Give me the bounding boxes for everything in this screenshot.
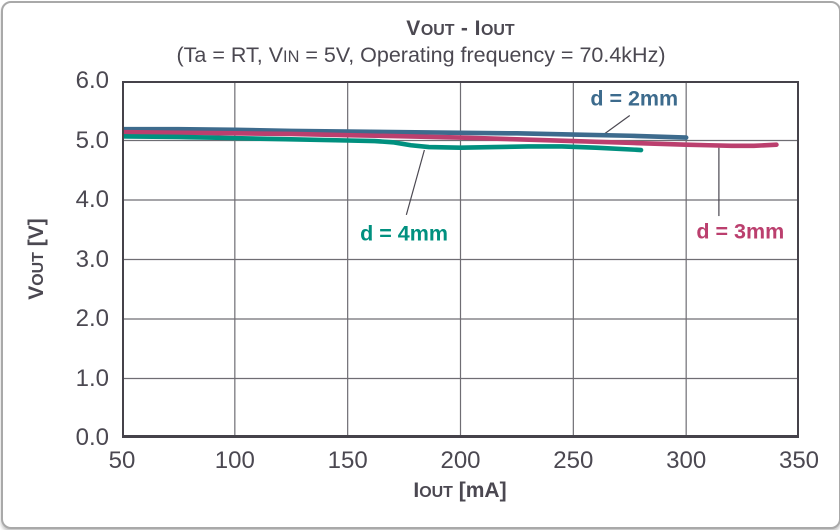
series-curve (122, 129, 779, 149)
label-text: OUT (419, 484, 453, 501)
label-text: (Ta = RT, V (176, 43, 284, 67)
label-text: = 5V, Operating frequency = 70.4kHz) (299, 43, 666, 67)
label-text: I (413, 479, 420, 502)
label-text: V (25, 285, 48, 300)
y-tick-label: 5.0 (75, 126, 109, 154)
series-curve (122, 126, 689, 140)
x-tick-label: 350 (778, 447, 820, 474)
chart-subtitle: (Ta = RT, VIN = 5V, Operating frequency … (3, 43, 839, 68)
leader-line (405, 149, 425, 216)
y-tick-label: 4.0 (75, 186, 109, 213)
series-curve (122, 134, 644, 153)
series-label-d-3mm: d = 3mm (696, 219, 785, 244)
x-axis-label: IOUT [mA] (413, 479, 506, 503)
y-tick-label: 2.0 (75, 305, 109, 332)
y-tick-label: 3.0 (75, 245, 109, 273)
label-text: [V] (25, 218, 48, 253)
label-text: OUT (420, 22, 455, 39)
label-text: OUT (481, 22, 515, 39)
x-tick-label: 50 (108, 447, 136, 474)
x-tick-label: 200 (440, 447, 481, 474)
y-axis-label: VOUT [V] (25, 218, 49, 300)
label-text: - I (454, 17, 481, 40)
chart-canvas (122, 81, 799, 438)
x-tick-label: 150 (327, 447, 368, 474)
x-tick-label: 100 (214, 447, 255, 474)
x-tick-label: 250 (553, 447, 594, 474)
x-tick-label: 300 (666, 447, 707, 474)
leader-line (602, 115, 631, 136)
label-text: [mA] (452, 479, 507, 502)
label-text: IN (283, 48, 300, 66)
y-tick-label: 0.0 (75, 424, 109, 451)
series-label-d-4mm: d = 4mm (360, 221, 448, 246)
label-text: OUT (30, 252, 47, 286)
plot-area (122, 81, 799, 438)
chart-title: VOUT - IOUT (122, 17, 799, 41)
series-label-d-2mm: d = 2mm (590, 86, 679, 111)
y-tick-label: 1.0 (75, 364, 109, 392)
label-text: V (406, 17, 421, 40)
y-tick-label: 6.0 (75, 67, 109, 94)
